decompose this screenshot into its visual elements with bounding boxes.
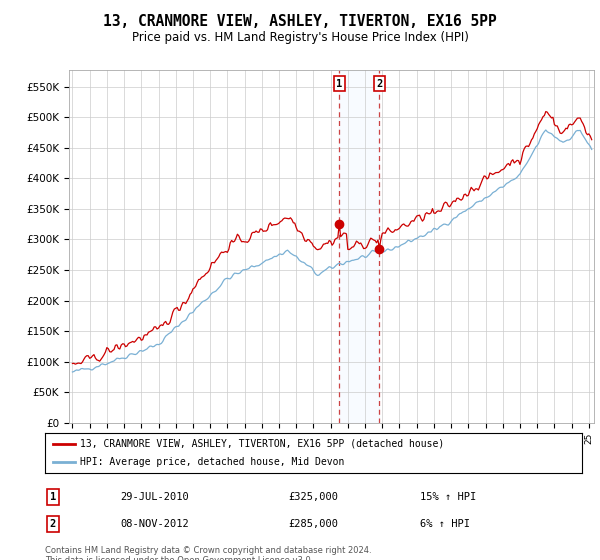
Text: 29-JUL-2010: 29-JUL-2010 — [120, 492, 189, 502]
Text: 2: 2 — [376, 79, 383, 89]
Bar — [339, 70, 379, 423]
Text: 2: 2 — [50, 519, 56, 529]
Text: 1: 1 — [50, 492, 56, 502]
Text: 08-NOV-2012: 08-NOV-2012 — [120, 519, 189, 529]
Text: 13, CRANMORE VIEW, ASHLEY, TIVERTON, EX16 5PP (detached house): 13, CRANMORE VIEW, ASHLEY, TIVERTON, EX1… — [80, 439, 444, 449]
Text: 1: 1 — [336, 79, 343, 89]
Text: 15% ↑ HPI: 15% ↑ HPI — [420, 492, 476, 502]
Text: 6% ↑ HPI: 6% ↑ HPI — [420, 519, 470, 529]
Text: £325,000: £325,000 — [288, 492, 338, 502]
Text: Contains HM Land Registry data © Crown copyright and database right 2024.
This d: Contains HM Land Registry data © Crown c… — [45, 546, 371, 560]
Text: HPI: Average price, detached house, Mid Devon: HPI: Average price, detached house, Mid … — [80, 458, 344, 467]
Text: £285,000: £285,000 — [288, 519, 338, 529]
Text: Price paid vs. HM Land Registry's House Price Index (HPI): Price paid vs. HM Land Registry's House … — [131, 31, 469, 44]
Text: 13, CRANMORE VIEW, ASHLEY, TIVERTON, EX16 5PP: 13, CRANMORE VIEW, ASHLEY, TIVERTON, EX1… — [103, 14, 497, 29]
